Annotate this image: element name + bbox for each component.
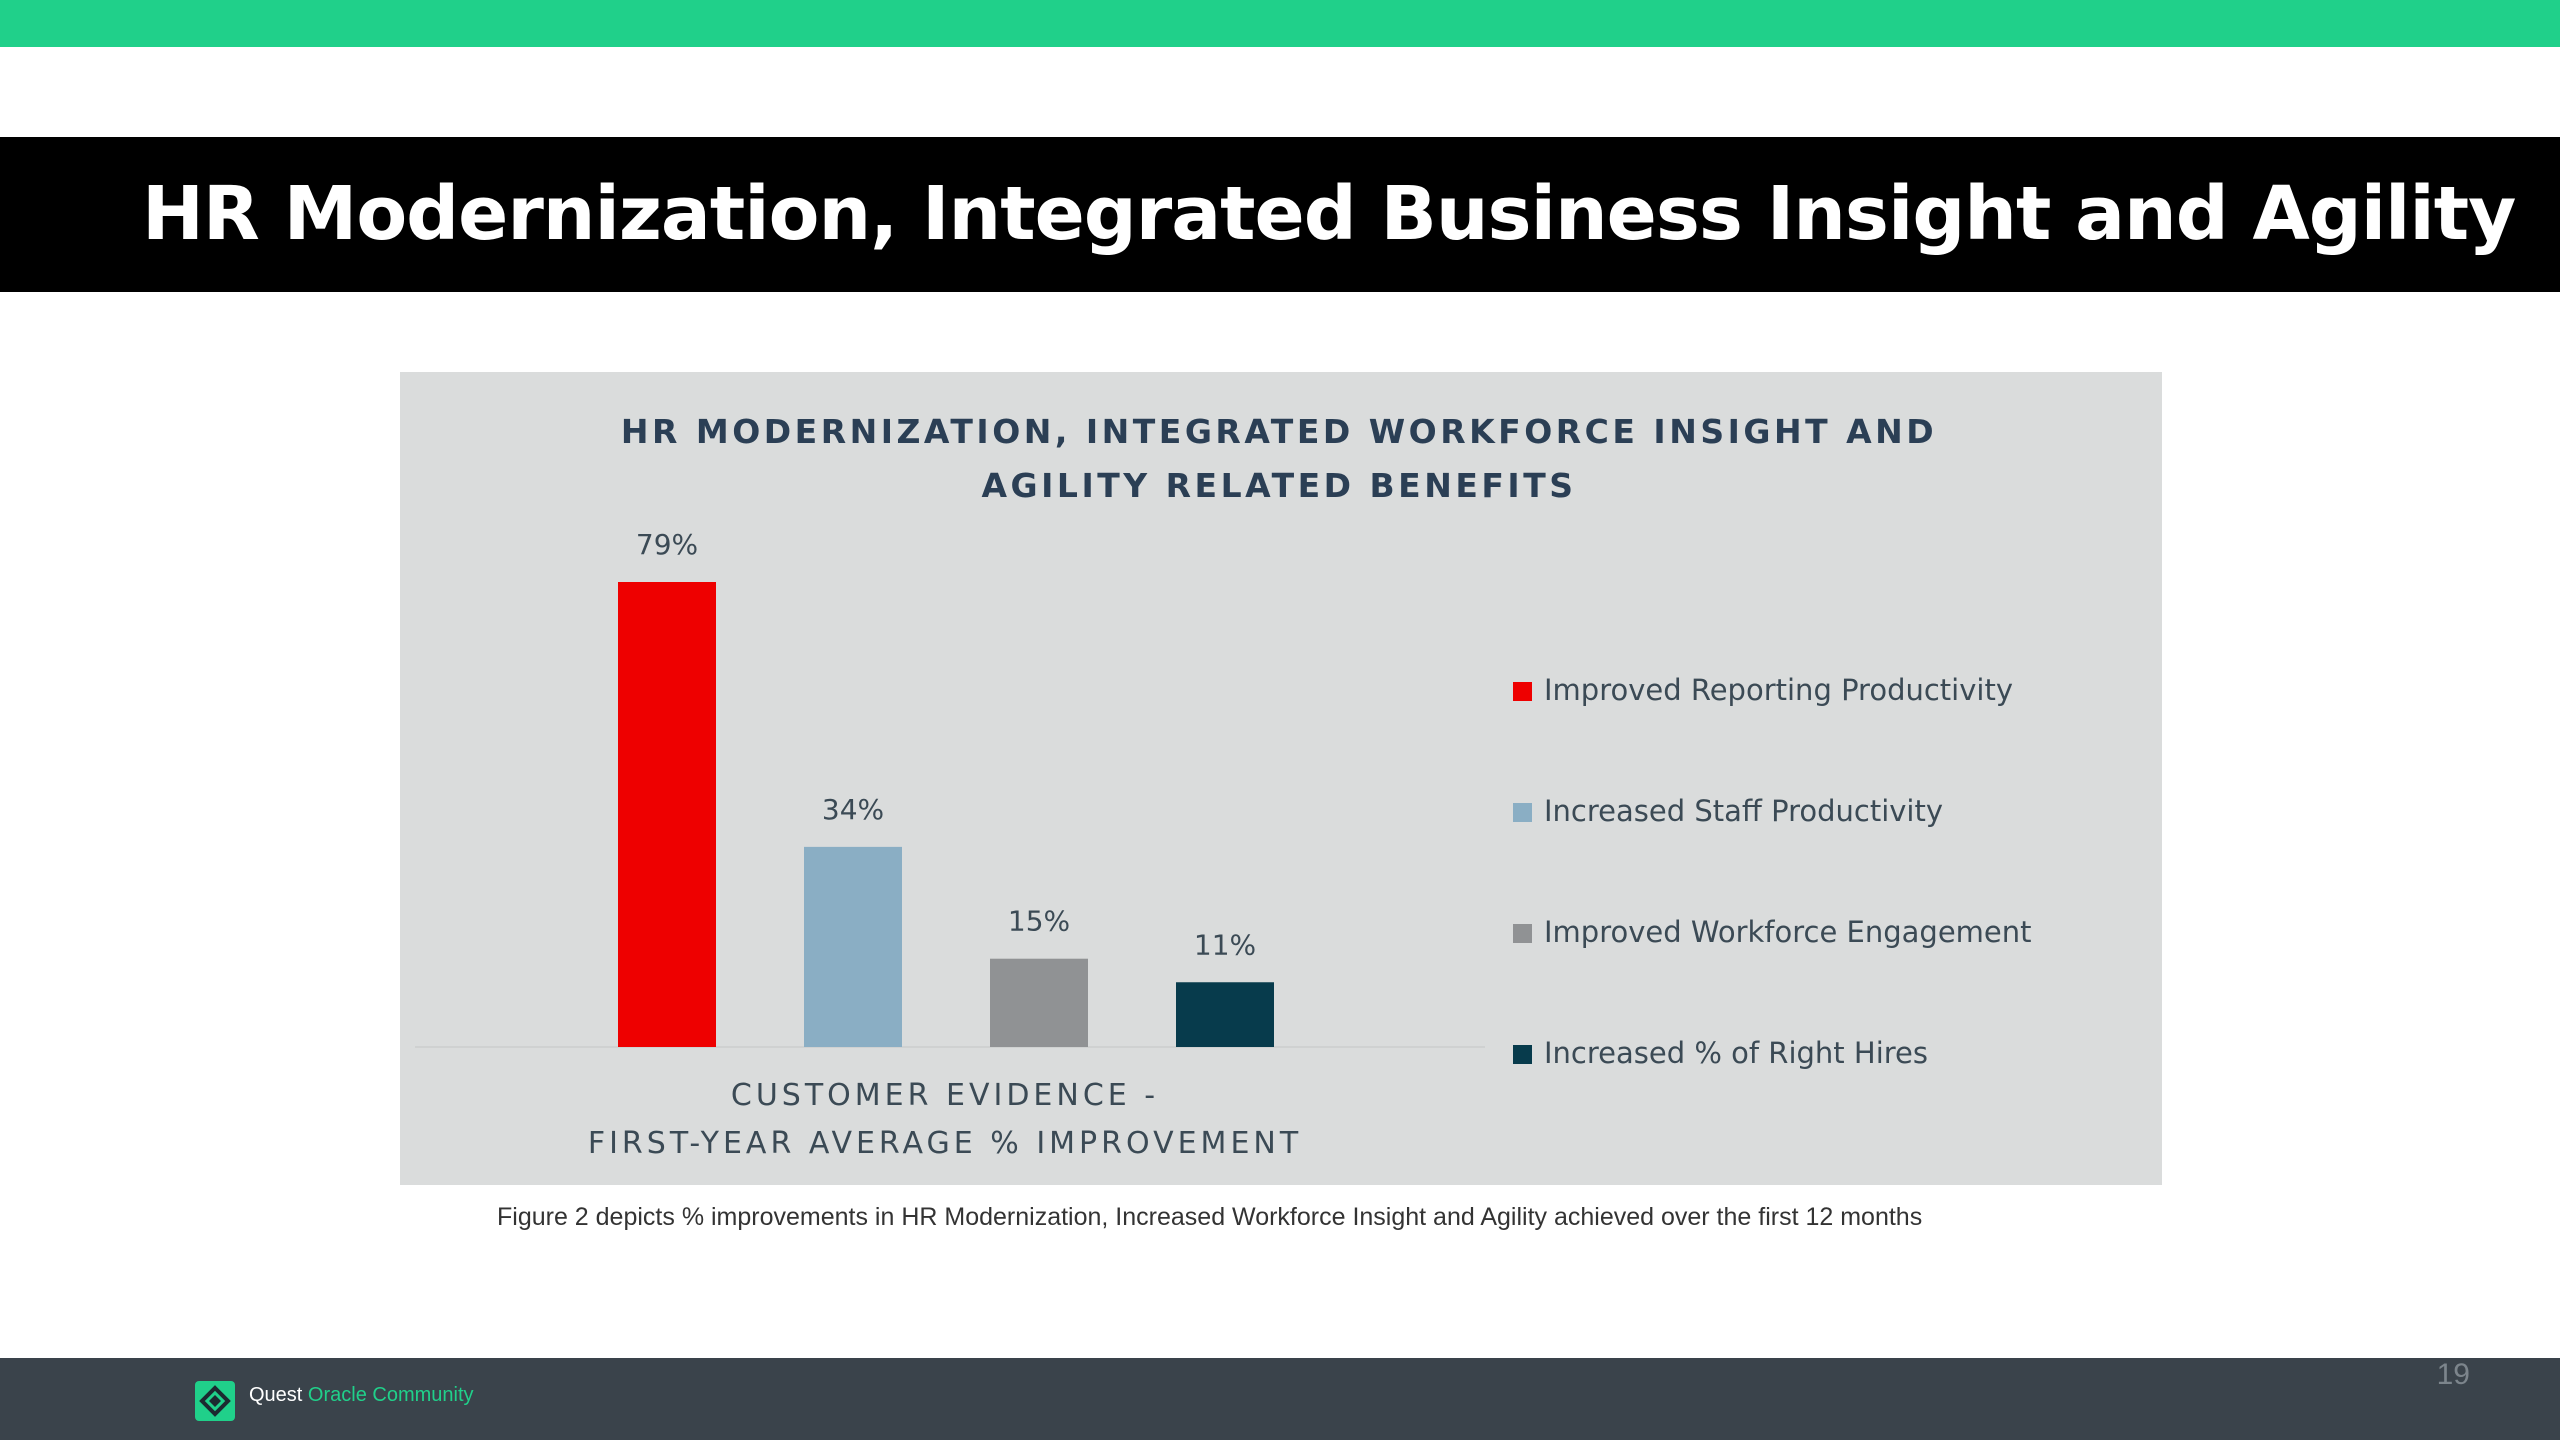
bar-data-label-1: 79%	[636, 528, 698, 561]
page-number: 19	[2436, 1358, 2470, 1391]
legend-label-1: Improved Reporting Productivity	[1544, 673, 2013, 707]
top-accent-bar	[0, 0, 2560, 47]
brand-suffix: Oracle Community	[307, 1384, 474, 1406]
bar-1	[618, 582, 716, 1047]
chart-panel: HR MODERNIZATION, INTEGRATED WORKFORCE I…	[400, 372, 2162, 1185]
chart-legend: Improved Reporting Productivity Increased…	[1513, 673, 2032, 1070]
legend-swatch-1	[1513, 682, 1532, 701]
title-band: HR Modernization, Integrated Business In…	[0, 137, 2560, 292]
bar-4	[1176, 982, 1274, 1047]
legend-swatch-2	[1513, 803, 1532, 822]
bar-2	[804, 846, 902, 1047]
bar-data-label-4: 11%	[1194, 928, 1256, 961]
data-labels-group: 79% 34% 15% 11%	[636, 528, 1256, 961]
figure-caption: Figure 2 depicts % improvements in HR Mo…	[497, 1203, 1923, 1231]
x-axis-label-line-2: FIRST-YEAR AVERAGE % IMPROVEMENT	[588, 1126, 1302, 1161]
legend-swatch-4	[1513, 1045, 1532, 1064]
chart-title-line-2: AGILITY RELATED BENEFITS	[982, 466, 1577, 505]
chart-title-line-1: HR MODERNIZATION, INTEGRATED WORKFORCE I…	[621, 412, 1937, 451]
brand-prefix: Quest	[249, 1384, 303, 1406]
legend-swatch-3	[1513, 924, 1532, 943]
legend-label-2: Increased Staff Productivity	[1544, 794, 1943, 828]
bar-data-label-3: 15%	[1008, 905, 1070, 938]
slide-title: HR Modernization, Integrated Business In…	[142, 171, 2516, 257]
footer-brand: Quest Oracle Community	[249, 1384, 474, 1407]
bar-3	[990, 958, 1088, 1047]
bars-group	[618, 582, 1274, 1047]
bar-chart: HR MODERNIZATION, INTEGRATED WORKFORCE I…	[415, 412, 2032, 1161]
bar-data-label-2: 34%	[822, 793, 884, 826]
legend-label-3: Improved Workforce Engagement	[1544, 915, 2032, 949]
quest-diamond-icon	[195, 1381, 235, 1421]
x-axis-label-line-1: CUSTOMER EVIDENCE -	[731, 1078, 1159, 1113]
footer-bar: Quest Oracle Community 19	[0, 1358, 2560, 1440]
legend-label-4: Increased % of Right Hires	[1544, 1036, 1928, 1070]
